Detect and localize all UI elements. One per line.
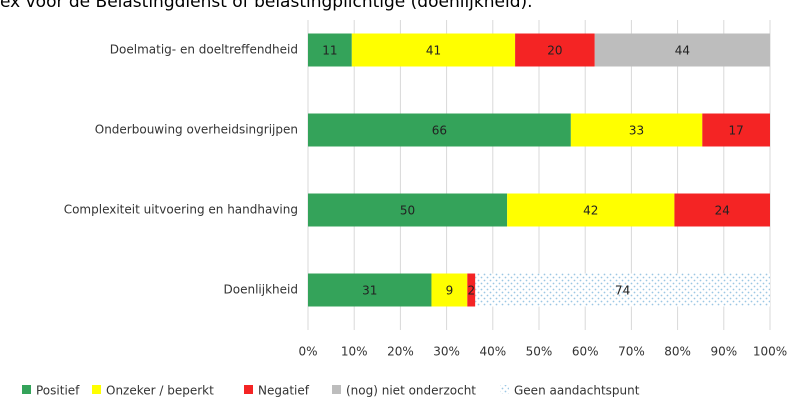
bar-segment xyxy=(351,33,516,67)
bar-segment xyxy=(431,273,468,307)
legend-label: Onzeker / beperkt xyxy=(106,384,214,398)
bar-segment xyxy=(308,273,432,307)
y-tick-label: Complexiteit uitvoering en handhaving xyxy=(64,203,298,217)
bar-segment xyxy=(308,193,508,227)
data-label: 44 xyxy=(675,44,690,58)
legend-swatch xyxy=(332,385,341,394)
bar-segment xyxy=(467,273,476,307)
legend-swatch xyxy=(22,385,31,394)
legend-swatch xyxy=(244,385,253,394)
data-label: 50 xyxy=(400,204,415,218)
chart-title: ex voor de Belastingdienst of belastingp… xyxy=(0,0,533,12)
data-label: 42 xyxy=(583,204,598,218)
legend-label: Negatief xyxy=(258,384,310,398)
bar-segment xyxy=(570,113,703,147)
x-tick-label: 70% xyxy=(618,345,645,359)
bar-segment xyxy=(594,33,770,67)
y-tick-label: Onderbouwing overheidsingrijpen xyxy=(95,123,298,137)
data-label: 20 xyxy=(547,44,562,58)
bar-segment xyxy=(475,273,770,307)
legend-label: Geen aandachtspunt xyxy=(514,384,640,398)
bar-segment xyxy=(674,193,770,227)
data-label: 33 xyxy=(629,124,644,138)
x-tick-label: 90% xyxy=(710,345,737,359)
legend-swatch xyxy=(92,385,101,394)
x-tick-label: 10% xyxy=(341,345,368,359)
data-label: 41 xyxy=(426,44,441,58)
x-tick-label: 80% xyxy=(664,345,691,359)
data-label: 66 xyxy=(432,124,447,138)
data-label: 9 xyxy=(446,284,454,298)
bar-segment xyxy=(515,33,595,67)
data-label: 2 xyxy=(467,284,475,298)
x-tick-label: 30% xyxy=(433,345,460,359)
x-tick-label: 20% xyxy=(387,345,414,359)
data-label: 17 xyxy=(729,124,744,138)
bar-segment xyxy=(308,33,352,67)
x-tick-label: 50% xyxy=(526,345,553,359)
data-label: 24 xyxy=(715,204,730,218)
bar-segment xyxy=(702,113,770,147)
x-tick-label: 0% xyxy=(298,345,317,359)
x-tick-label: 100% xyxy=(753,345,787,359)
y-tick-label: Doenlijkheid xyxy=(224,283,298,297)
x-tick-label: 40% xyxy=(479,345,506,359)
y-tick-label: Doelmatig- en doeltreffendheid xyxy=(110,43,298,57)
x-tick-label: 60% xyxy=(572,345,599,359)
legend-label: Positief xyxy=(36,384,80,398)
bar-segment xyxy=(308,113,571,147)
legend-swatch xyxy=(500,385,509,394)
legend-label: (nog) niet onderzocht xyxy=(346,384,476,398)
data-label: 31 xyxy=(362,284,377,298)
bar-segment xyxy=(507,193,675,227)
data-label: 74 xyxy=(615,284,630,298)
data-label: 11 xyxy=(322,44,337,58)
